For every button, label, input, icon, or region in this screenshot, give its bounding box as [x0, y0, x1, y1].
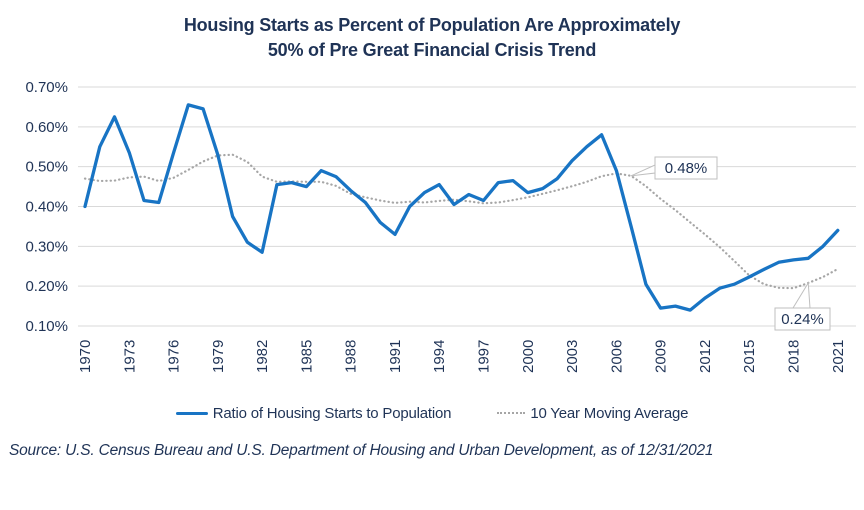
y-tick-label: 0.50%: [25, 158, 68, 175]
x-tick-label: 1982: [254, 339, 271, 372]
source-note: Source: U.S. Census Bureau and U.S. Depa…: [9, 441, 714, 459]
dotted-line-swatch: [497, 412, 526, 415]
x-tick-label: 1988: [343, 339, 360, 372]
x-tick-label: 1994: [431, 339, 448, 372]
x-tick-label: 2006: [608, 339, 625, 372]
legend-item-ratio: Ratio of Housing Starts to Population: [175, 404, 452, 422]
x-tick-label: 2012: [697, 339, 714, 372]
callout-label: 0.48%: [665, 160, 708, 177]
y-tick-label: 0.60%: [25, 118, 68, 135]
x-tick-label: 2000: [520, 339, 537, 372]
x-tick-label: 1979: [210, 339, 227, 372]
plot-area: 0.70% 0.60% 0.50% 0.40% 0.30% 0.20% 0.10% 1970 1…: [25, 79, 856, 373]
x-tick-label: 2003: [564, 339, 581, 372]
y-tick-label: 0.10%: [25, 318, 68, 335]
x-tick-label: 1973: [121, 339, 138, 372]
x-tick-label: 1997: [476, 339, 493, 372]
legend-label-moving-average: 10 Year Moving Average: [530, 404, 689, 422]
chart-title-line1: Housing Starts as Percent of Population …: [183, 15, 681, 35]
x-tick-label: 2018: [785, 339, 802, 372]
legend: Ratio of Housing Starts to Population 10…: [0, 405, 864, 422]
x-tick-label: 1976: [166, 339, 183, 372]
y-tick-label: 0.20%: [25, 278, 68, 295]
legend-label-ratio: Ratio of Housing Starts to Population: [212, 404, 452, 422]
callout-box: [654, 156, 718, 180]
y-tick-label: 0.30%: [25, 238, 68, 255]
solid-line-swatch: [175, 411, 208, 415]
y-tick-label: 0.40%: [25, 198, 68, 215]
ratio-line: [83, 102, 840, 312]
x-tick-label: 1970: [77, 339, 94, 372]
y-tick-label: 0.70%: [25, 79, 68, 96]
x-tick-label: 2015: [741, 339, 758, 372]
x-tick-label: 1985: [298, 339, 315, 372]
chart-title: Housing Starts as Percent of Population …: [8, 13, 856, 63]
x-tick-label: 1991: [387, 339, 404, 372]
x-tick-label: 2021: [830, 339, 847, 372]
moving-average-line: [83, 153, 839, 289]
callout-box: [774, 307, 831, 331]
callout-label: 0.24%: [781, 311, 824, 328]
legend-item-moving-average: 10 Year Moving Average: [497, 405, 688, 422]
chart-title-line2: 50% of Pre Great Financial Crisis Trend: [267, 39, 597, 60]
x-tick-label: 2009: [653, 339, 670, 372]
